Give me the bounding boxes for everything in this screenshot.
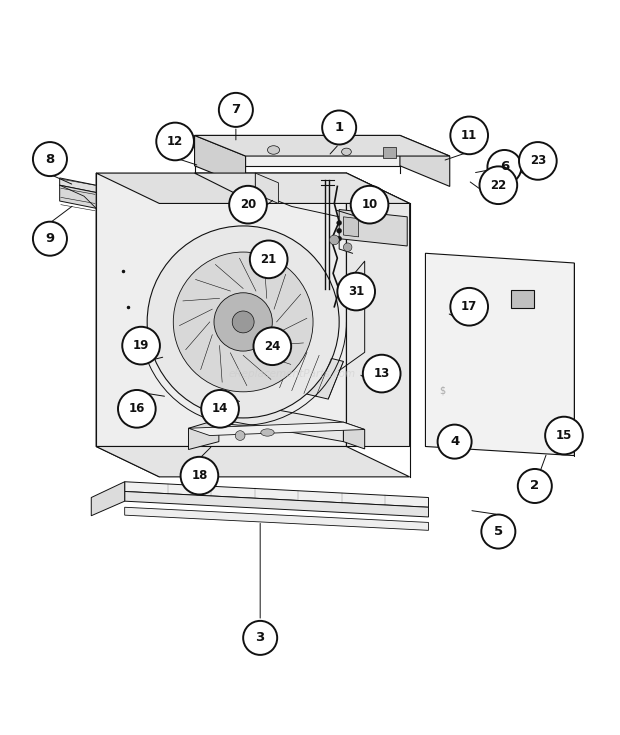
Polygon shape (339, 209, 407, 246)
Text: 24: 24 (264, 340, 280, 353)
Circle shape (250, 240, 288, 278)
Text: 6: 6 (500, 160, 509, 173)
Polygon shape (195, 135, 450, 156)
Text: 19: 19 (133, 339, 149, 352)
Polygon shape (347, 173, 410, 446)
Circle shape (180, 457, 218, 495)
Circle shape (33, 142, 67, 176)
Circle shape (438, 425, 472, 459)
Circle shape (343, 243, 352, 251)
Polygon shape (125, 492, 428, 517)
Circle shape (337, 220, 342, 226)
Circle shape (232, 311, 254, 333)
Circle shape (147, 226, 339, 418)
Circle shape (214, 293, 272, 351)
Polygon shape (91, 481, 125, 516)
Circle shape (122, 327, 160, 365)
Text: 12: 12 (167, 135, 184, 148)
Circle shape (363, 355, 401, 392)
Circle shape (487, 150, 521, 184)
Circle shape (33, 222, 67, 256)
Text: 18: 18 (191, 469, 208, 482)
Circle shape (173, 252, 313, 392)
Ellipse shape (342, 148, 352, 155)
Text: 11: 11 (461, 129, 477, 142)
Text: 14: 14 (212, 402, 228, 415)
Circle shape (518, 469, 552, 503)
Text: 20: 20 (240, 198, 256, 211)
Polygon shape (96, 173, 347, 446)
Polygon shape (60, 185, 96, 208)
Polygon shape (188, 419, 219, 450)
Circle shape (329, 235, 339, 245)
Polygon shape (343, 217, 358, 237)
Circle shape (235, 431, 245, 440)
Circle shape (202, 390, 239, 428)
Circle shape (118, 390, 156, 428)
Circle shape (219, 93, 253, 127)
FancyBboxPatch shape (510, 290, 534, 308)
Text: 3: 3 (255, 631, 265, 645)
Text: 23: 23 (529, 154, 546, 168)
Text: 10: 10 (361, 198, 378, 211)
Ellipse shape (261, 429, 274, 436)
Polygon shape (60, 178, 96, 193)
Circle shape (545, 417, 583, 454)
Circle shape (322, 110, 356, 145)
Circle shape (481, 514, 515, 548)
Circle shape (337, 236, 342, 241)
Text: 13: 13 (374, 367, 390, 380)
Circle shape (519, 142, 557, 180)
Polygon shape (96, 173, 410, 204)
Circle shape (450, 117, 488, 154)
Polygon shape (343, 422, 365, 449)
Polygon shape (255, 173, 278, 204)
FancyBboxPatch shape (383, 147, 396, 158)
Circle shape (243, 621, 277, 655)
Circle shape (479, 166, 517, 204)
Text: 1: 1 (335, 121, 343, 134)
Text: 4: 4 (450, 435, 459, 448)
Polygon shape (425, 254, 574, 456)
Polygon shape (219, 334, 343, 399)
Text: 2: 2 (530, 479, 539, 492)
Polygon shape (195, 135, 246, 187)
Circle shape (229, 186, 267, 223)
Polygon shape (125, 507, 428, 531)
Polygon shape (195, 135, 400, 166)
Ellipse shape (267, 146, 280, 154)
Polygon shape (400, 135, 450, 187)
Text: 17: 17 (461, 300, 477, 313)
Text: 9: 9 (45, 232, 55, 245)
Text: 16: 16 (128, 402, 145, 415)
Text: $: $ (440, 386, 446, 395)
Circle shape (450, 288, 488, 326)
Text: 22: 22 (490, 179, 507, 192)
Polygon shape (96, 173, 159, 477)
Circle shape (337, 273, 375, 310)
Text: 31: 31 (348, 285, 365, 298)
Circle shape (337, 229, 342, 233)
Text: 7: 7 (231, 104, 241, 116)
Polygon shape (195, 173, 410, 204)
Circle shape (156, 123, 194, 160)
Text: eReplacementParts.com: eReplacementParts.com (228, 368, 355, 379)
Text: 15: 15 (556, 429, 572, 442)
Polygon shape (96, 446, 410, 477)
Polygon shape (188, 422, 365, 436)
Polygon shape (219, 399, 343, 442)
Circle shape (351, 186, 388, 223)
Text: 5: 5 (494, 525, 503, 538)
Polygon shape (125, 481, 428, 507)
Text: 8: 8 (45, 153, 55, 165)
Circle shape (254, 327, 291, 365)
Text: 21: 21 (260, 253, 277, 266)
